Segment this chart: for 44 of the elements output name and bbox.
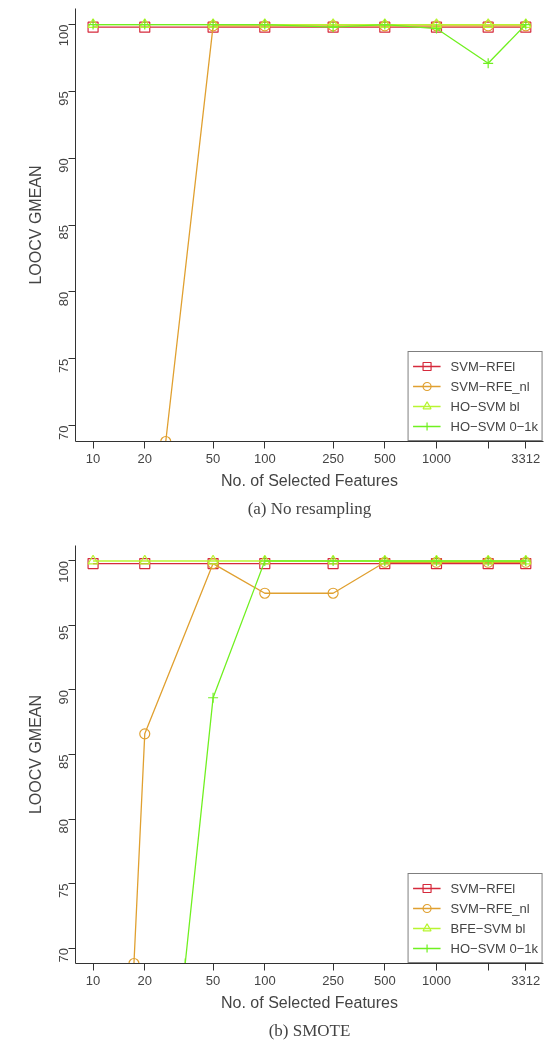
y-tick-label: 85 bbox=[56, 754, 71, 769]
legend-label: HO−SVM 0−1k bbox=[450, 940, 538, 956]
legend-label: HO−SVM 0−1k bbox=[450, 418, 538, 434]
legend-label: SVM−RFE_nl bbox=[450, 378, 530, 394]
text: (a) No resampling bbox=[247, 498, 372, 518]
x-tick-label: 3312 bbox=[511, 972, 541, 988]
x-tick-label: 100 bbox=[253, 450, 276, 466]
y-tick-label: 90 bbox=[56, 689, 71, 705]
x-tick-label: 20 bbox=[137, 972, 152, 988]
y-tick-label: 95 bbox=[56, 625, 71, 640]
legend-label: HO−SVM bl bbox=[450, 398, 520, 414]
y-tick-label: 75 bbox=[56, 883, 71, 898]
y-tick-label: 75 bbox=[56, 358, 71, 374]
x-axis-title: No. of Selected Features bbox=[221, 993, 398, 1011]
x-tick-label: 500 bbox=[373, 972, 396, 988]
x-tick-label: 10 bbox=[85, 450, 101, 466]
text: (b) SMOTE bbox=[268, 1020, 351, 1040]
y-tick-label: 100 bbox=[56, 24, 71, 47]
x-tick-label: 250 bbox=[322, 972, 344, 988]
x-axis-title: No. of Selected Features bbox=[221, 471, 398, 489]
x-tick-label: 500 bbox=[373, 450, 396, 466]
legend-label: SVM−RFEl bbox=[450, 358, 516, 374]
y-tick-label: 70 bbox=[56, 948, 71, 963]
x-tick-label: 1000 bbox=[422, 450, 451, 466]
legend-label: SVM−RFEl bbox=[450, 880, 516, 896]
y-tick-label: 95 bbox=[56, 91, 71, 106]
y-tick-label: 100 bbox=[56, 560, 71, 583]
y-tick-label: 70 bbox=[56, 425, 71, 440]
x-tick-label: 250 bbox=[322, 450, 344, 466]
x-tick-label: 50 bbox=[205, 450, 221, 466]
y-tick-label: 85 bbox=[56, 224, 71, 240]
y-axis-title: LOOCV GMEAN bbox=[26, 165, 44, 285]
x-tick-label: 50 bbox=[205, 972, 221, 988]
x-tick-label: 10 bbox=[85, 972, 101, 988]
y-axis-title: LOOCV GMEAN bbox=[26, 694, 44, 815]
x-tick-label: 1000 bbox=[422, 972, 451, 988]
x-tick-label: 3312 bbox=[511, 450, 541, 466]
y-tick-label: 90 bbox=[56, 158, 71, 173]
y-tick-label: 80 bbox=[56, 291, 71, 307]
x-tick-label: 20 bbox=[137, 450, 152, 466]
x-tick-label: 100 bbox=[253, 972, 276, 988]
y-tick-label: 80 bbox=[56, 819, 71, 834]
legend-label: BFE−SVM bl bbox=[450, 920, 526, 936]
legend-label: SVM−RFE_nl bbox=[450, 900, 530, 916]
